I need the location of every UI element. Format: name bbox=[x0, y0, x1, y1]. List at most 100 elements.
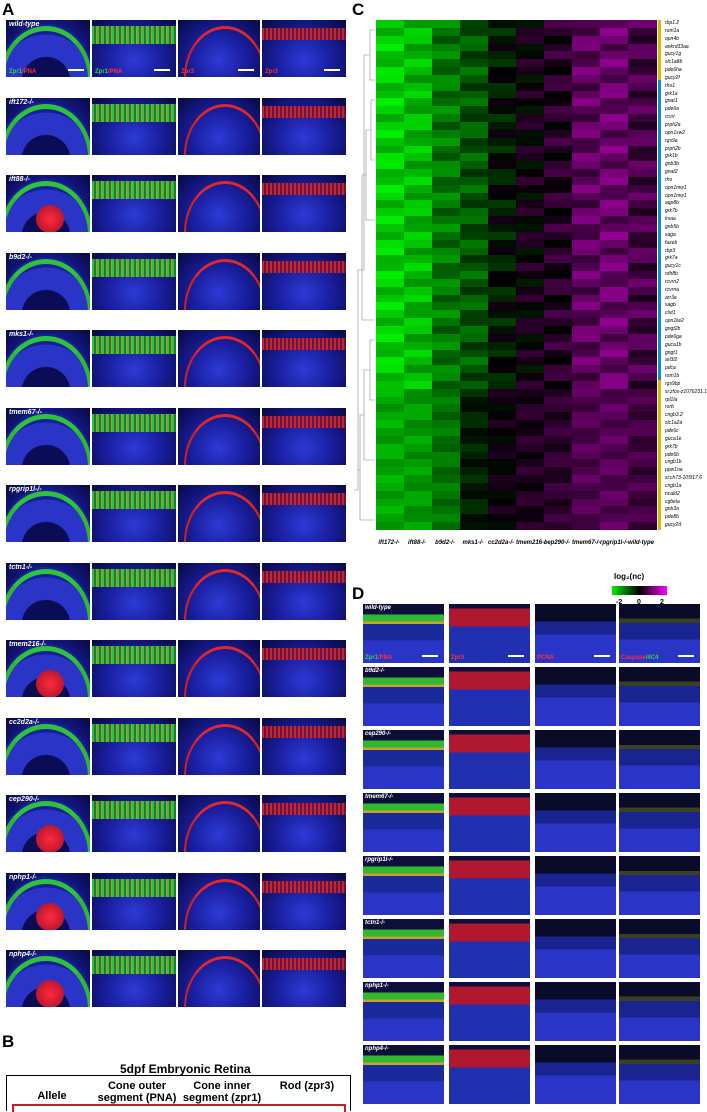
heatmap-cell bbox=[600, 271, 629, 280]
heatmap-cell bbox=[460, 490, 489, 500]
panel-b-title: 5dpf Embryonic Retina bbox=[120, 1062, 251, 1076]
heatmap-cell bbox=[432, 514, 461, 523]
heatmap-cell bbox=[432, 114, 461, 123]
heatmap-cell bbox=[600, 67, 629, 76]
heatmap-cell bbox=[376, 98, 405, 107]
heatmap-cell bbox=[600, 239, 629, 249]
cone-layer bbox=[92, 258, 176, 277]
rod-layer bbox=[262, 105, 346, 118]
heatmap-cell bbox=[572, 357, 601, 366]
heatmap-cell bbox=[544, 27, 573, 37]
gene-label: gucy2f bbox=[665, 74, 680, 81]
gene-label: gngt2b bbox=[665, 326, 681, 332]
heatmap-cell bbox=[628, 404, 657, 413]
heatmap-cell bbox=[376, 161, 405, 170]
heatmap-cell bbox=[628, 90, 657, 99]
heatmap-cell bbox=[544, 106, 573, 115]
heatmap-cell bbox=[376, 176, 405, 186]
heatmap-cell bbox=[544, 302, 573, 311]
micrograph-tile bbox=[449, 730, 530, 789]
heatmap-cell bbox=[460, 231, 489, 241]
heatmap-cell bbox=[600, 420, 629, 429]
micrograph-tile bbox=[92, 252, 176, 310]
stain-name: /PNA bbox=[378, 655, 393, 661]
heatmap-cell bbox=[572, 326, 601, 335]
heatmap-cell bbox=[572, 255, 601, 264]
heatmap-cell bbox=[376, 373, 405, 382]
heatmap-cell bbox=[460, 278, 489, 288]
heatmap-cell bbox=[404, 51, 433, 60]
heatmap-cell bbox=[544, 129, 573, 139]
heatmap-cell bbox=[544, 326, 573, 335]
gene-label: saga bbox=[665, 231, 676, 238]
heatmap-cell bbox=[432, 231, 461, 241]
heatmap-cell bbox=[572, 43, 601, 52]
micrograph-tile bbox=[449, 1045, 530, 1104]
heatmap-cell bbox=[572, 192, 601, 201]
cluster-bar bbox=[658, 80, 661, 380]
heatmap-cell bbox=[516, 67, 545, 76]
heatmap-cell bbox=[628, 498, 657, 507]
heatmap-cell bbox=[488, 341, 517, 351]
gene-label: pde6b bbox=[665, 451, 679, 458]
micrograph-tile bbox=[178, 330, 260, 387]
heatmap-cell bbox=[488, 184, 517, 194]
heatmap-cell bbox=[432, 239, 461, 249]
heatmap-cell bbox=[572, 169, 601, 178]
panel-b-label: B bbox=[2, 1032, 15, 1051]
micrograph-tile bbox=[619, 667, 700, 726]
heatmap-cell bbox=[516, 216, 545, 225]
heatmap-cell bbox=[488, 318, 517, 327]
micrograph-tile bbox=[92, 872, 176, 930]
heatmap-cell bbox=[376, 216, 405, 225]
heatmap-cell bbox=[404, 224, 433, 233]
gene-label: rpl1la bbox=[665, 396, 678, 403]
panel-a-label: A bbox=[2, 0, 15, 19]
heatmap-cell bbox=[488, 459, 517, 468]
heatmap-cell bbox=[376, 129, 405, 139]
gene-label: gucy1g bbox=[665, 51, 682, 58]
heatmap-cell bbox=[600, 482, 629, 492]
heatmap-cell bbox=[516, 169, 545, 178]
heatmap-cell bbox=[488, 482, 517, 492]
panel-d-row: nphp4-/- bbox=[363, 1045, 703, 1104]
heatmap-cell bbox=[516, 404, 545, 413]
scale-bar bbox=[324, 69, 340, 71]
heatmap-cell bbox=[404, 271, 433, 280]
heatmap-cell bbox=[404, 192, 433, 201]
heatmap-cell bbox=[544, 216, 573, 225]
heatmap-cell bbox=[600, 216, 629, 225]
heatmap-cell bbox=[376, 74, 405, 84]
heatmap-cell bbox=[600, 114, 629, 123]
heatmap-cell bbox=[544, 200, 573, 209]
micrograph-tile bbox=[535, 1045, 616, 1104]
micrograph-tile bbox=[535, 856, 616, 915]
gene-label: gucy2d bbox=[665, 522, 682, 529]
heatmap-cell bbox=[572, 200, 601, 209]
panel-d-row: tctn1-/- bbox=[363, 919, 703, 978]
heatmap-cell bbox=[376, 247, 405, 256]
heatmap-cell bbox=[516, 129, 545, 139]
panel-a-row: ift88-/- bbox=[6, 175, 346, 232]
heatmap-cell bbox=[460, 522, 489, 531]
micrograph-tile bbox=[449, 793, 530, 852]
sample-label: ift88-/- bbox=[408, 540, 426, 546]
heatmap-cell bbox=[600, 208, 629, 217]
heatmap-cell bbox=[544, 506, 573, 515]
panel-d-row: wild-type Zpr1/PNA Zpr3 PCNA Caspase/4C4 bbox=[363, 604, 703, 663]
heatmap-cell bbox=[404, 263, 433, 272]
heatmap-cell bbox=[488, 27, 517, 37]
heatmap-cell bbox=[544, 43, 573, 52]
heatmap-cell bbox=[600, 310, 629, 319]
heatmap-cell bbox=[572, 161, 601, 170]
heatmap-cell bbox=[628, 373, 657, 382]
heatmap-cell bbox=[544, 357, 573, 366]
heatmap-cell bbox=[600, 412, 629, 421]
heatmap-cell bbox=[572, 451, 601, 460]
heatmap-cell bbox=[628, 263, 657, 272]
heatmap-cell bbox=[516, 498, 545, 507]
heatmap-cell bbox=[460, 475, 489, 484]
heatmap-cell bbox=[628, 176, 657, 186]
header-pna: Cone outer segment (PNA) bbox=[97, 1080, 177, 1104]
heatmap-cell bbox=[516, 357, 545, 366]
